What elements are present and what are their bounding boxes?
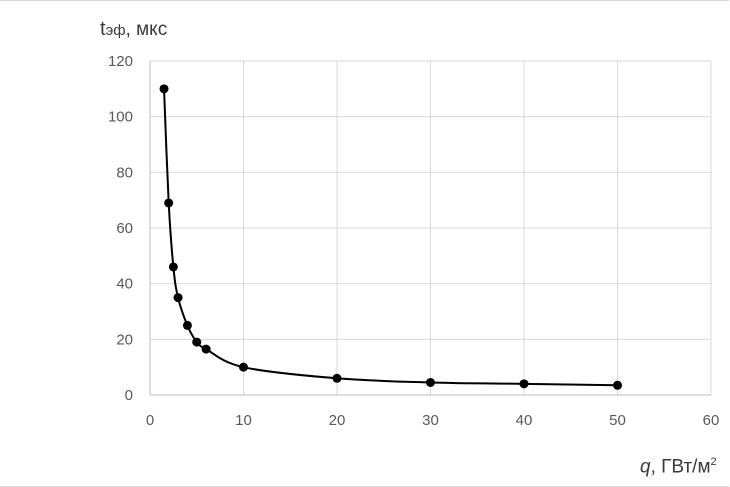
data-point — [520, 379, 529, 388]
data-point — [333, 374, 342, 383]
x-tick-label: 30 — [422, 412, 439, 429]
data-point — [613, 381, 622, 390]
tick-labels: 0 20 40 60 80 100 120 0 10 20 30 40 50 60 — [108, 53, 719, 429]
x-tick-label: 40 — [516, 412, 533, 429]
y-tick-label: 80 — [116, 164, 133, 181]
data-point — [202, 345, 211, 354]
data-points — [160, 84, 622, 389]
grid-lines — [150, 61, 711, 395]
data-point — [169, 262, 178, 271]
data-point — [174, 293, 183, 302]
x-tick-label: 20 — [329, 412, 346, 429]
x-axis-label: q, ГВт/м2 — [640, 456, 717, 478]
y-tick-label: 0 — [125, 387, 133, 404]
data-point — [426, 378, 435, 387]
x-tick-label: 50 — [609, 412, 626, 429]
data-point — [164, 198, 173, 207]
x-tick-label: 60 — [703, 412, 720, 429]
x-tick-label: 10 — [235, 412, 252, 429]
series-line — [164, 89, 617, 385]
y-tick-label: 120 — [108, 53, 133, 70]
data-point — [183, 321, 192, 330]
y-tick-label: 20 — [116, 331, 133, 348]
data-point — [192, 338, 201, 347]
y-tick-label: 60 — [116, 220, 133, 237]
x-tick-label: 0 — [146, 412, 154, 429]
data-point — [239, 363, 248, 372]
y-tick-label: 40 — [116, 276, 133, 293]
y-axis-label: tэф, мкс — [100, 18, 167, 41]
y-tick-label: 100 — [108, 109, 133, 126]
data-point — [160, 84, 169, 93]
